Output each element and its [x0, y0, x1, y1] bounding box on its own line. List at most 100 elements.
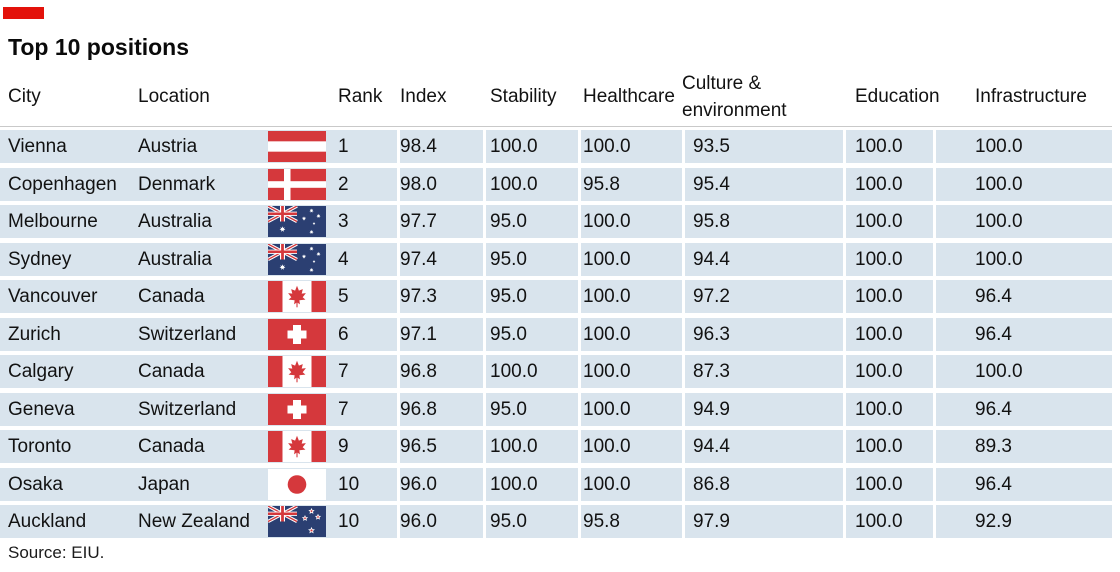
- cell-rank: 7: [338, 398, 349, 420]
- column-header-education: Education: [855, 86, 940, 108]
- cell-city: Sydney: [8, 248, 72, 270]
- cell-infrastructure: 96.4: [933, 392, 1112, 426]
- cell-infrastructure: 96.4: [933, 467, 1112, 501]
- flag-icon: [262, 468, 330, 501]
- table-row: Osaka Japan 10 96.0 100.0 100.0 86.8 100.0 96.4: [0, 467, 1112, 501]
- cell-healthcare: 100.0: [578, 430, 682, 463]
- cell-index: 96.0: [397, 505, 483, 538]
- cell-city: Zurich: [8, 323, 61, 345]
- cell-rank: 4: [338, 248, 349, 270]
- table-row: Toronto Canada 9 96.5 100.0 100.0 94.4 100.0 89.…: [0, 430, 1112, 463]
- flag-icon: [262, 168, 330, 201]
- cell-index: 96.8: [397, 392, 483, 426]
- flag-icon: [262, 505, 330, 538]
- cell-infrastructure: 100.0: [933, 167, 1112, 201]
- flag-jp-icon: [268, 468, 326, 500]
- flag-icon: [262, 355, 330, 388]
- cell-education: 100.0: [843, 167, 933, 201]
- cell-city: Osaka: [8, 473, 63, 495]
- cell-index: 98.0: [397, 167, 483, 201]
- cell-education: 100.0: [843, 355, 933, 388]
- table-row: Auckland New Zealand 10 96.0 95.0 95.8 97.9 100…: [0, 505, 1112, 538]
- cell-infrastructure: 100.0: [933, 130, 1112, 163]
- cell-city: Toronto: [8, 436, 72, 457]
- column-header-healthcare: Healthcare: [583, 86, 675, 108]
- flag-au-icon: [268, 206, 326, 237]
- cell-rank: 3: [338, 211, 349, 232]
- cell-stability: 100.0: [483, 430, 578, 463]
- cell-stability: 95.0: [483, 317, 578, 351]
- cell-healthcare: 100.0: [578, 130, 682, 163]
- cell-city: Vancouver: [8, 286, 98, 307]
- cell-education: 100.0: [843, 467, 933, 501]
- cell-healthcare: 95.8: [578, 505, 682, 538]
- table-row: Geneva Switzerland 7 96.8 95.0 100.0 94.9 100.0…: [0, 392, 1112, 426]
- column-header-city: City: [8, 86, 41, 108]
- brand-red-block: [3, 7, 44, 19]
- flag-dk-icon: [268, 168, 326, 200]
- cell-city: Melbourne: [8, 211, 98, 232]
- table-row: Calgary Canada 7 96.8 100.0 100.0 87.3 100.0 100…: [0, 355, 1112, 388]
- cell-education: 100.0: [843, 430, 933, 463]
- cell-education: 100.0: [843, 392, 933, 426]
- cell-index: 97.1: [397, 317, 483, 351]
- cell-index: 96.5: [397, 430, 483, 463]
- cell-infrastructure: 96.4: [933, 280, 1112, 313]
- cell-location: Switzerland: [138, 323, 237, 345]
- cell-location: Australia: [138, 248, 212, 270]
- cell-healthcare: 95.8: [578, 167, 682, 201]
- table-row: Sydney Australia 4 97.4 95.0 100.0 94.4 100.0 10…: [0, 242, 1112, 276]
- flag-ca-icon: [268, 431, 326, 462]
- flag-at-icon: [268, 131, 326, 162]
- flag-au-icon: [268, 243, 326, 275]
- cell-culture: 93.5: [682, 130, 843, 163]
- source-note: Source: EIU.: [8, 543, 105, 562]
- table-row: Vancouver Canada 5 97.3 95.0 100.0 97.2 100.0 96…: [0, 280, 1112, 313]
- flag-icon: [262, 243, 330, 276]
- cell-stability: 95.0: [483, 205, 578, 238]
- cell-culture: 97.2: [682, 280, 843, 313]
- cell-infrastructure: 92.9: [933, 505, 1112, 538]
- cell-rank: 9: [338, 436, 349, 457]
- cell-location: Japan: [138, 473, 190, 495]
- cell-culture: 94.4: [682, 430, 843, 463]
- cell-location: Denmark: [138, 173, 216, 195]
- cell-rank: 7: [338, 361, 349, 382]
- cell-location: Canada: [138, 436, 205, 457]
- cell-culture: 87.3: [682, 355, 843, 388]
- cell-education: 100.0: [843, 505, 933, 538]
- flag-ca-icon: [268, 281, 326, 312]
- flag-nz-icon: [268, 506, 326, 537]
- cell-index: 96.8: [397, 355, 483, 388]
- table-row: Zurich Switzerland 6 97.1 95.0 100.0 96.3 100.0…: [0, 317, 1112, 351]
- cell-city: Copenhagen: [8, 173, 117, 195]
- cell-index: 96.0: [397, 467, 483, 501]
- cell-location: Canada: [138, 286, 205, 307]
- table-header-row: City Location Rank Index Stability Healt…: [0, 69, 1112, 127]
- cell-education: 100.0: [843, 280, 933, 313]
- flag-ca-icon: [268, 356, 326, 387]
- cell-index: 97.3: [397, 280, 483, 313]
- cell-infrastructure: 96.4: [933, 317, 1112, 351]
- cell-culture: 94.9: [682, 392, 843, 426]
- cell-location: New Zealand: [138, 511, 250, 532]
- cell-education: 100.0: [843, 242, 933, 276]
- column-header-rank: Rank: [338, 86, 383, 108]
- table-body: Vienna Austria 1 98.4 100.0 100.0 93.5 100.0 100…: [0, 130, 1112, 543]
- cell-rank: 2: [338, 173, 349, 195]
- cell-city: Geneva: [8, 398, 75, 420]
- cell-education: 100.0: [843, 130, 933, 163]
- cell-culture: 94.4: [682, 242, 843, 276]
- flag-icon: [262, 318, 330, 351]
- cell-healthcare: 100.0: [578, 392, 682, 426]
- cell-healthcare: 100.0: [578, 280, 682, 313]
- cell-infrastructure: 100.0: [933, 355, 1112, 388]
- cell-stability: 95.0: [483, 242, 578, 276]
- flag-ch-icon: [268, 393, 326, 425]
- flag-icon: [262, 430, 330, 463]
- table-row: Copenhagen Denmark 2 98.0 100.0 95.8 95.4 100.0…: [0, 167, 1112, 201]
- cell-culture: 95.4: [682, 167, 843, 201]
- cell-healthcare: 100.0: [578, 205, 682, 238]
- cell-culture: 95.8: [682, 205, 843, 238]
